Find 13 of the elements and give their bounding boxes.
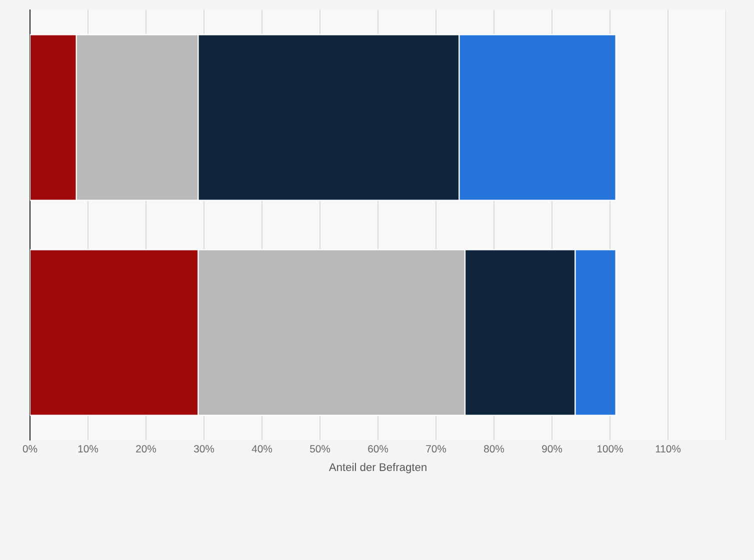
x-tick-label: 0%: [22, 445, 38, 453]
x-axis-title: Anteil der Befragten: [328, 462, 426, 474]
x-tick-label: 100%: [597, 445, 623, 453]
x-tick-label: 10%: [78, 445, 98, 453]
x-tick-label: 40%: [252, 445, 272, 453]
x-tick-label: 50%: [310, 445, 330, 453]
x-tick-label: 80%: [484, 445, 504, 453]
x-tick-label: 70%: [426, 445, 446, 453]
x-tick-label: 20%: [136, 445, 156, 453]
x-tick-label: 30%: [194, 445, 214, 453]
x-tick-label: 90%: [542, 445, 562, 453]
x-tick-label: 110%: [656, 445, 681, 453]
x-tick-label: 60%: [368, 445, 388, 453]
